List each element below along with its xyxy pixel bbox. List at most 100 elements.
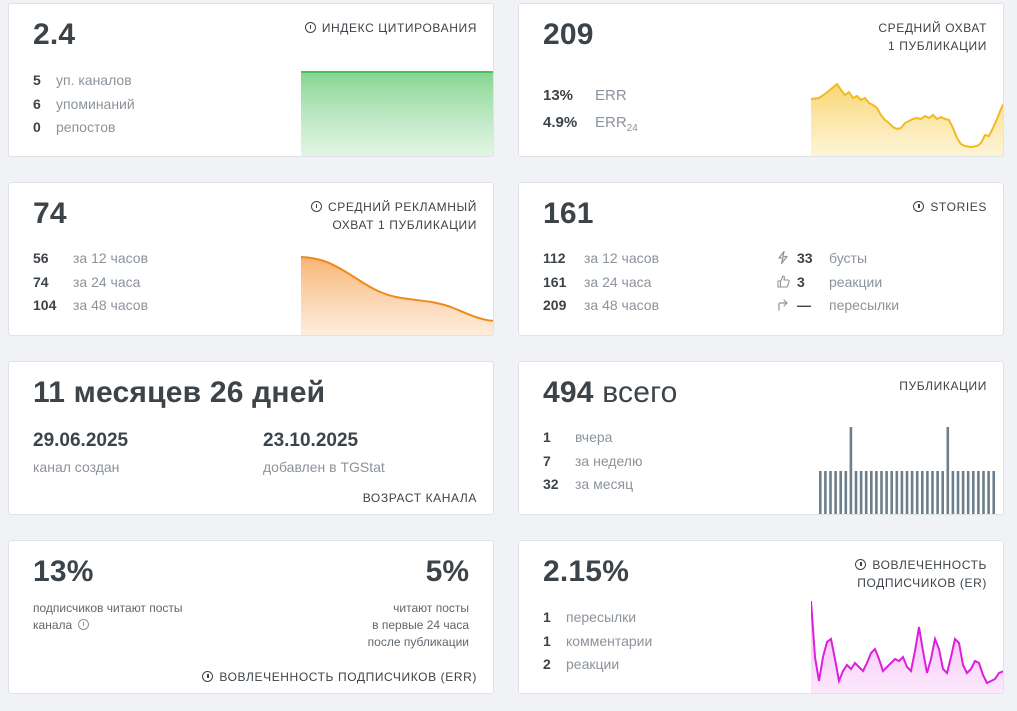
publications-bar — [854, 471, 858, 514]
er-sparkline — [811, 600, 1003, 693]
created-date: 29.06.2025 — [33, 430, 129, 451]
stories-stats: 112 за 12 часов 161 за 24 часа 209 за 48 ча… — [543, 247, 659, 318]
publications-bar — [905, 471, 909, 514]
publications-card: 494 всего Публикации 1 вчера 7 за неделю 3… — [518, 361, 1004, 515]
publications-bar — [961, 471, 965, 514]
citation-stats: 5 уп. каналов 6 упоминаний 0 репостов — [33, 69, 135, 140]
err-right-text: читают посты в первые 24 часа после публ… — [367, 601, 469, 649]
publications-bar — [864, 471, 868, 514]
info-icon — [310, 201, 322, 212]
err-left-value: 13% — [33, 555, 94, 588]
publications-bar — [987, 471, 990, 514]
publications-bar — [941, 471, 944, 514]
publications-bar — [829, 471, 832, 514]
list-item: 56 за 12 часов — [33, 250, 149, 266]
share-arrow-icon — [778, 299, 788, 311]
thumbs-up-icon — [777, 274, 790, 288]
citation-index-value: 2.4 — [33, 18, 76, 51]
list-item: 13% ERR — [543, 87, 627, 104]
publications-bar — [819, 471, 822, 514]
list-item: 0 репостов — [33, 119, 116, 135]
ad-reach-label[interactable]: Средний рекламный охват 1 публикации — [310, 198, 477, 234]
publications-bar — [844, 471, 848, 514]
list-item: 32 за месяц — [543, 476, 634, 492]
created-label: канал создан — [33, 459, 120, 475]
lightning-icon — [778, 250, 788, 265]
er-line — [811, 600, 1003, 685]
list-item: 5 уп. каналов — [33, 72, 132, 88]
publications-bar — [910, 471, 914, 514]
citation-sparkline — [301, 71, 493, 156]
list-item: — пересылки — [777, 294, 899, 318]
publications-bar — [839, 471, 842, 514]
publications-stats: 1 вчера 7 за неделю 32 за месяц — [543, 426, 642, 497]
publications-bar — [824, 471, 827, 514]
ad-reach-sparkline — [301, 256, 493, 335]
reach-line — [811, 82, 1003, 149]
err-stats: 13% ERR 4.9% ERR24 — [543, 82, 638, 142]
info-icon[interactable] — [77, 619, 89, 630]
average-reach-card: 209 Средний охват 1 публикации 13% ERR 4.… — [518, 3, 1004, 157]
ad-reach-stats: 56 за 12 часов 74 за 24 часа 104 за 48 часо… — [33, 247, 148, 318]
publications-bar — [900, 471, 904, 514]
publications-bar — [880, 471, 883, 514]
channel-age-card: 11 месяцев 26 дней 29.06.2025 канал созд… — [8, 361, 494, 515]
publications-bar — [931, 471, 934, 514]
er-stats: 1 пересылки 1 комментарии 2 реакции — [543, 606, 652, 677]
publications-bar — [966, 471, 970, 514]
er-area — [811, 601, 1003, 693]
channel-age-value: 11 месяцев 26 дней — [33, 376, 326, 409]
added-date: 23.10.2025 — [263, 430, 359, 451]
list-item: 112 за 12 часов — [543, 250, 660, 266]
list-item: 3 реакции — [777, 271, 899, 295]
average-reach-value: 209 — [543, 18, 594, 51]
publications-bar — [921, 471, 924, 514]
publications-label: Публикации — [899, 379, 987, 393]
channel-age-label: Возраст канала — [362, 491, 477, 505]
publications-bar — [982, 471, 985, 514]
list-item: 2 реакции — [543, 656, 620, 672]
info-icon — [202, 671, 214, 682]
stories-value: 161 — [543, 197, 594, 230]
publications-bar-chart — [819, 427, 995, 514]
publications-bar — [870, 471, 873, 514]
publications-bar — [895, 471, 899, 514]
publications-bar — [992, 471, 995, 514]
ad-reach-line — [301, 256, 493, 322]
citation-index-label[interactable]: Индекс цитирования — [304, 19, 477, 37]
info-icon — [304, 22, 316, 33]
added-label: добавлен в TGStat — [263, 459, 385, 475]
publications-value: 494 всего — [543, 376, 678, 409]
publications-bar — [875, 471, 878, 514]
publications-bar — [890, 471, 893, 514]
err-right-value: 5% — [425, 555, 469, 588]
publications-bar — [956, 471, 960, 514]
err-left-text: подписчиков читают посты канала — [33, 601, 183, 632]
stories-label[interactable]: Stories — [913, 198, 987, 216]
info-icon — [855, 559, 867, 570]
publications-bar — [951, 471, 955, 514]
er-label[interactable]: Вовлеченность подписчиков (ER) — [855, 558, 987, 590]
er-card: 2.15% Вовлеченность подписчиков (ER) 1 пе… — [518, 540, 1004, 694]
reach-sparkline — [811, 82, 1003, 156]
err-card: 13% подписчиков читают посты канала 5% ч… — [8, 540, 494, 694]
publications-bar — [859, 471, 863, 514]
list-item: 74 за 24 часа — [33, 273, 141, 290]
ad-reach-area — [301, 257, 493, 335]
stories-extra-stats: 33 бусты 3 реакции — пересылки — [777, 247, 899, 318]
publications-bar — [936, 471, 939, 514]
info-icon — [913, 201, 925, 212]
list-item: 209 за 48 часов — [543, 297, 660, 313]
publications-bar — [926, 471, 929, 514]
err-label[interactable]: Вовлеченность подписчиков (ERR) — [202, 668, 477, 686]
publications-bar — [849, 427, 853, 514]
list-item: 104 за 48 часов — [33, 297, 149, 313]
reach-area — [811, 84, 1003, 156]
average-reach-label: Средний охват 1 публикации — [878, 21, 987, 53]
list-item: 1 вчера — [543, 429, 613, 445]
publications-bar — [972, 471, 975, 514]
er-value: 2.15% — [543, 555, 630, 588]
list-item: 161 за 24 часа — [543, 273, 652, 290]
ad-reach-card: 74 Средний рекламный охват 1 публикации … — [8, 182, 494, 336]
list-item: 4.9% ERR24 — [543, 114, 638, 134]
